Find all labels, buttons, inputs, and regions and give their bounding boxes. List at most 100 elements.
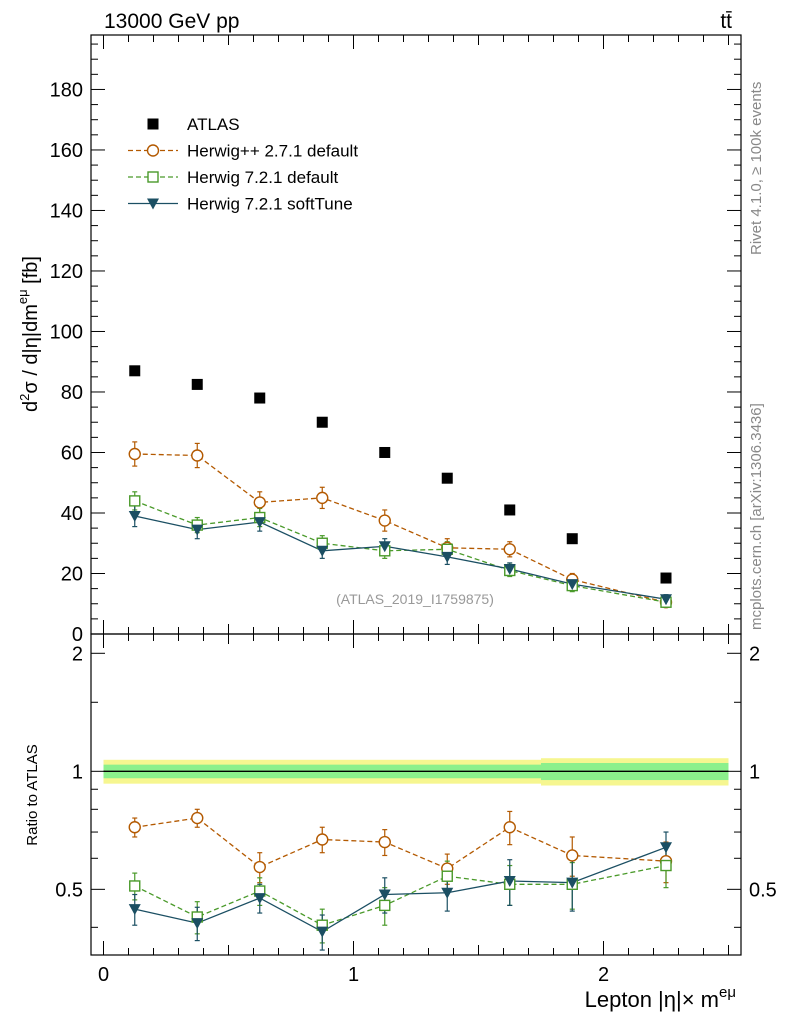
svg-text:d2σ / d|η|dmeμ [fb]: d2σ / d|η|dmeμ [fb]	[15, 256, 42, 412]
atlas-data-point	[191, 378, 203, 390]
series-3-point	[566, 579, 579, 591]
ratio-y-tick-label: 0.5	[55, 879, 83, 901]
series-1-ratio-point	[253, 860, 266, 874]
series-1-ratio-point	[378, 835, 391, 849]
rivet-label: Rivet 4.1.0, ≥ 100k events	[748, 82, 765, 255]
legend-marker	[147, 198, 159, 210]
series-1-ratio-line	[134, 817, 667, 870]
legend-marker	[146, 144, 160, 157]
series-2-ratio-point	[129, 880, 141, 892]
legend-label: Herwig 7.2.1 softTune	[187, 195, 353, 214]
legend-entry: Herwig 7.2.1 softTune	[128, 195, 353, 214]
series-1-ratio-point	[566, 849, 579, 862]
series-2-ratio-point	[379, 899, 391, 912]
x-tick-label: 1	[348, 964, 359, 986]
legend-marker	[147, 118, 159, 130]
main-y-axis-title: d2σ / d|η|dmeμ [fb]	[15, 256, 42, 412]
ratio-y-axis: 0.5 0.5 1 1 2 2	[55, 643, 777, 928]
series-1-point	[316, 491, 329, 505]
series-3-ratio-point	[316, 926, 329, 938]
legend: ATLAS Herwig++ 2.7.1 default Herwig 7.2.1 …	[128, 115, 358, 214]
atlas-data-point	[504, 504, 516, 516]
series-3-ratio-point	[191, 918, 204, 930]
series-2-ratio-point	[660, 859, 672, 872]
main-x-ticks	[103, 35, 729, 634]
y-tick-label: 100	[50, 321, 83, 343]
ratio-series-layer	[128, 808, 673, 951]
y-tick-label: 20	[61, 563, 83, 585]
y-tick-label: 160	[50, 140, 83, 162]
legend-entry: ATLAS	[147, 115, 240, 134]
series-3-line	[134, 515, 667, 600]
process-label: tt̄	[720, 10, 732, 33]
x-tick-label: 0	[98, 964, 109, 986]
ratio-y-axis-title: Ratio to ATLAS	[24, 744, 41, 845]
series-3-point	[503, 563, 516, 575]
series-3-point	[378, 541, 391, 553]
legend-marker	[147, 171, 159, 183]
y-tick-label: 40	[61, 503, 83, 525]
series-1-point	[253, 496, 266, 509]
x-axis: 0 1 2	[98, 634, 729, 986]
series-3-point	[128, 511, 141, 523]
y-tick-label: 60	[61, 442, 83, 464]
atlas-data-point	[441, 472, 453, 484]
series-1-ratio-point	[503, 821, 516, 834]
series-1-point	[191, 449, 204, 462]
legend-label: Herwig++ 2.7.1 default	[187, 142, 358, 161]
x-tick-label: 2	[598, 964, 609, 986]
series-1-point	[378, 514, 391, 527]
series-1-point	[128, 447, 141, 461]
legend-entry: Herwig++ 2.7.1 default	[128, 142, 358, 161]
series-3-point	[253, 517, 266, 529]
series-1-ratio-point	[316, 833, 329, 846]
series-3-ratio-point	[378, 889, 391, 901]
ratio-y-tick-label-right: 0.5	[749, 879, 777, 901]
series-2-line	[134, 500, 667, 603]
source-label: mcplots.cern.ch [arXiv:1306.3436]	[748, 403, 765, 630]
legend-entry: Herwig 7.2.1 default	[128, 168, 338, 187]
energy-label: 13000 GeV pp	[104, 10, 239, 33]
main-y-axis: 0 20 40 60 80 100 120 140 160 180	[50, 43, 741, 646]
atlas-data-point	[566, 533, 578, 545]
series-3-point	[441, 551, 454, 563]
series-2-ratio-point	[441, 870, 453, 882]
ratio-y-tick-label: 2	[72, 643, 83, 665]
ratio-y-tick-label: 1	[72, 761, 83, 783]
series-3-ratio-point	[253, 893, 266, 905]
y-tick-label: 140	[50, 200, 83, 222]
series-1-point	[503, 543, 516, 556]
svg-text:Lepton |η|× meμ: Lepton |η|× meμ	[585, 984, 736, 1012]
series-3-ratio-point	[128, 904, 141, 916]
series-3-ratio-point	[660, 842, 672, 854]
series-2-point	[129, 495, 141, 507]
ratio-plot-panel: 0.5 0.5 1 1 2 2 0 1 2 Ratio to ATLAS	[24, 633, 777, 986]
series-3-ratio-point	[566, 877, 579, 889]
atlas-data-point	[316, 416, 328, 428]
series-1-ratio-point	[191, 811, 204, 825]
y-tick-label: 120	[50, 261, 83, 283]
ratio-uncertainty-band	[103, 758, 729, 786]
legend-label: Herwig 7.2.1 default	[187, 168, 338, 187]
series-3-point	[191, 524, 204, 536]
ratio-y-tick-label-right: 1	[749, 761, 760, 783]
main-series-layer	[128, 365, 673, 609]
series-3-ratio-line	[134, 846, 667, 933]
ratio-plot-frame	[90, 633, 742, 956]
atlas-data-point	[129, 365, 141, 377]
series-1-line	[134, 453, 667, 603]
y-tick-label: 0	[72, 624, 83, 646]
atlas-data-point	[254, 392, 266, 404]
analysis-label: (ATLAS_2019_I1759875)	[336, 591, 494, 607]
x-axis-title: Lepton |η|× meμ	[585, 984, 736, 1012]
series-3-ratio-point	[503, 876, 516, 888]
main-plot-panel: 0 20 40 60 80 100 120 140 160 180 (ATLAS_2019_I17…	[50, 34, 742, 646]
series-1-ratio-point	[128, 821, 141, 834]
series-3-point	[316, 545, 329, 557]
ratio-y-tick-label-right: 2	[749, 643, 760, 665]
legend-label: ATLAS	[187, 115, 240, 134]
ratio-series-clipped	[128, 808, 673, 951]
y-tick-label: 80	[61, 382, 83, 404]
atlas-data-point	[660, 572, 672, 584]
